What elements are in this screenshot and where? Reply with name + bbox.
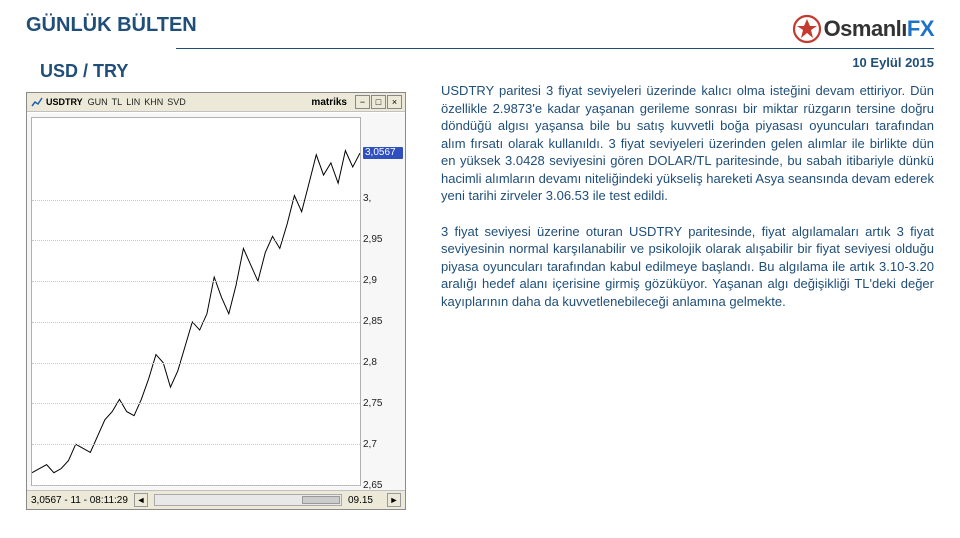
brand-fx-text: FX [907,16,934,41]
right-column: 10 Eylül 2015 USDTRY paritesi 3 fiyat se… [421,55,934,510]
y-tick: 2,95 [363,234,403,246]
chart-mode-tl[interactable]: TL [110,97,125,107]
window-buttons: −□× [354,95,402,109]
bulletin-title: GÜNLÜK BÜLTEN [26,14,197,37]
gridline [32,322,360,323]
chart-statusbar: 3,0567 - 11 - 08:11:29 ◄ 09.15 ► [27,490,405,509]
chart-plot [31,117,361,486]
y-tick: 3, [363,193,403,205]
analysis-paragraph-1: USDTRY paritesi 3 fiyat seviyeleri üzeri… [441,82,934,205]
scroll-thumb[interactable] [302,496,340,504]
scroll-right-button[interactable]: ► [387,493,401,507]
scroll-left-button[interactable]: ◄ [134,493,148,507]
y-tick: 2,75 [363,398,403,410]
chart-svg [32,118,360,485]
brand-name-text: Osmanlı [824,16,907,41]
header-rule [176,48,934,49]
chart-mode-gun[interactable]: GUN [86,97,110,107]
status-text: 3,0567 - 11 - 08:11:29 [31,495,128,506]
chart-icon [30,96,43,109]
chart-mode-buttons: GUNTLLINKHNSVD [86,97,188,107]
chart-symbol: USDTRY [46,97,83,107]
y-tick: 2,9 [363,275,403,287]
x-axis-label: 09.15 [348,495,373,506]
gridline [32,200,360,201]
window-maximize-button[interactable]: □ [371,95,386,109]
gridline [32,281,360,282]
y-tick: 3,0567 [363,147,403,159]
gridline [32,444,360,445]
gridline [32,485,360,486]
analysis-paragraph-2: 3 fiyat seviyesi üzerine oturan USDTRY p… [441,223,934,311]
page-header: GÜNLÜK BÜLTEN OsmanlıFX [0,0,960,48]
y-tick: 2,65 [363,480,403,492]
scroll-track[interactable] [154,494,342,506]
gridline [32,403,360,404]
chart-brand: matriks [311,97,347,108]
window-close-button[interactable]: × [387,95,402,109]
content-row: USD / TRY USDTRY GUNTLLINKHNSVD matriks … [0,55,960,510]
chart-mode-lin[interactable]: LIN [124,97,142,107]
left-column: USD / TRY USDTRY GUNTLLINKHNSVD matriks … [26,55,421,510]
pair-title: USD / TRY [40,61,421,82]
bulletin-date: 10 Eylül 2015 [441,55,934,70]
brand-crest-icon [792,14,822,44]
gridline [32,363,360,364]
chart-mode-svd[interactable]: SVD [165,97,188,107]
chart-window: USDTRY GUNTLLINKHNSVD matriks −□× 3,0567… [26,92,406,510]
chart-y-axis: 3,05673,2,952,92,852,82,752,72,65 [363,117,403,486]
gridline [32,240,360,241]
y-tick: 2,85 [363,316,403,328]
y-tick: 2,8 [363,357,403,369]
chart-titlebar: USDTRY GUNTLLINKHNSVD matriks −□× [27,93,405,112]
brand-logo: OsmanlıFX [792,14,934,44]
brand-name: OsmanlıFX [824,16,934,42]
chart-area: 3,0567 3, 2,95 2,9 2,85 2,8 2,75 2,7 2,65 [27,112,405,490]
y-tick: 2,7 [363,439,403,451]
window-minimize-button[interactable]: − [355,95,370,109]
chart-mode-khn[interactable]: KHN [142,97,165,107]
